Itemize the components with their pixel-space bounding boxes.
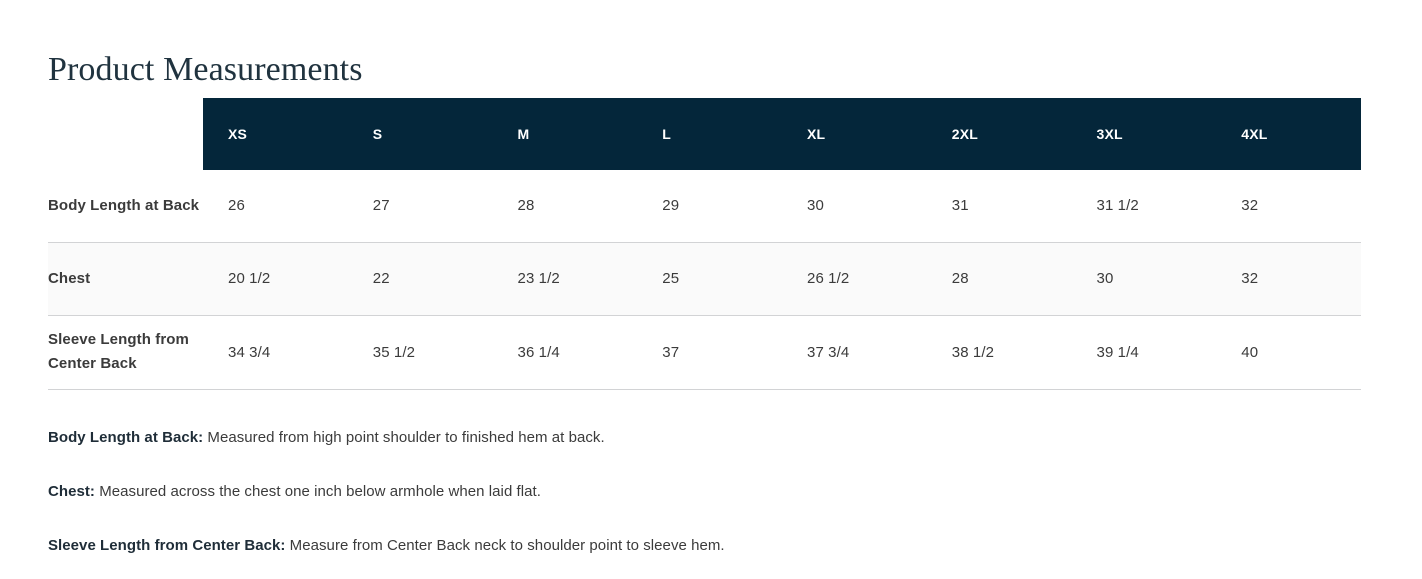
table-cell: 28 xyxy=(927,242,1072,315)
table-header-label: 3XL xyxy=(1096,126,1123,142)
table-row: Body Length at Back 26 27 28 29 30 31 31… xyxy=(48,170,1361,242)
table-cell: 29 xyxy=(637,170,782,242)
table-cell: 25 xyxy=(637,242,782,315)
cell-value: 40 xyxy=(1241,343,1259,361)
note-chest: Chest: Measured across the chest one inc… xyxy=(48,481,1368,503)
table-cell: 23 1/2 xyxy=(493,242,638,315)
table-cell: 26 1/2 xyxy=(782,242,927,315)
cell-value: 34 3/4 xyxy=(228,343,271,361)
table-header: XS S M L XL 2XL 3XL 4XL xyxy=(48,98,1361,170)
table-cell: 38 1/2 xyxy=(927,315,1072,389)
note-body-length: Body Length at Back: Measured from high … xyxy=(48,427,1368,449)
note-term: Sleeve Length from Center Back: xyxy=(48,537,286,554)
table-header-label: XL xyxy=(807,126,826,142)
table-header-label: XS xyxy=(228,126,248,142)
cell-value: 39 1/4 xyxy=(1096,343,1139,361)
cell-value: 37 3/4 xyxy=(807,343,850,361)
table-header-label: S xyxy=(372,126,383,142)
cell-value: 36 1/4 xyxy=(517,343,560,361)
table-cell: 39 1/4 xyxy=(1072,315,1217,389)
table-cell: 37 xyxy=(637,315,782,389)
row-label-sleeve-length: Sleeve Length from Center Back xyxy=(48,331,189,372)
table-header-size-4xl: 4XL xyxy=(1216,98,1361,170)
row-label-body-length: Body Length at Back xyxy=(48,196,200,214)
table-cell: 35 1/2 xyxy=(348,315,493,389)
table-cell: 32 xyxy=(1216,170,1361,242)
table-header-size-s: S xyxy=(347,98,493,170)
measurements-table: XS S M L XL 2XL 3XL 4XL Body Length at B… xyxy=(48,98,1361,390)
table-cell: 40 xyxy=(1216,315,1361,389)
table-cell: 28 xyxy=(493,170,638,242)
cell-value: 30 xyxy=(1096,270,1114,287)
table-header-size-xl: XL xyxy=(782,98,927,170)
table-cell: 27 xyxy=(348,170,493,242)
table-cell: 31 xyxy=(927,170,1072,242)
table-header-label: M xyxy=(517,126,530,142)
cell-value: 22 xyxy=(372,270,390,287)
table-row: Chest 20 1/2 22 23 1/2 25 26 1/2 28 30 3… xyxy=(48,242,1361,315)
cell-value: 38 1/2 xyxy=(951,343,995,361)
cell-value: 25 xyxy=(662,270,680,287)
cell-value: 20 1/2 xyxy=(228,270,271,287)
note-sleeve-length: Sleeve Length from Center Back: Measure … xyxy=(48,535,1368,557)
table-header-label: 4XL xyxy=(1241,126,1268,142)
cell-value: 31 1/2 xyxy=(1096,197,1139,215)
table-header-label: L xyxy=(662,126,672,142)
table-header-size-xs: XS xyxy=(203,98,348,170)
cell-value: 32 xyxy=(1241,197,1259,215)
cell-value: 26 1/2 xyxy=(807,270,850,287)
row-label-chest: Chest xyxy=(48,269,91,287)
table-cell: 31 1/2 xyxy=(1072,170,1217,242)
table-header-size-l: L xyxy=(637,98,782,170)
cell-value: 26 xyxy=(228,197,245,215)
cell-value: 30 xyxy=(807,197,824,215)
table-row: Sleeve Length from Center Back 34 3/4 35… xyxy=(48,315,1361,389)
table-cell: 20 1/2 xyxy=(203,242,348,315)
table-cell: 36 1/4 xyxy=(493,315,638,389)
table-header-size-2xl: 2XL xyxy=(926,98,1072,170)
cell-value: 35 1/2 xyxy=(372,343,416,361)
cell-value: 23 1/2 xyxy=(517,270,560,287)
table-header-label: 2XL xyxy=(951,126,979,142)
table-cell: 32 xyxy=(1216,242,1361,315)
table-header-size-m: M xyxy=(492,98,638,170)
page-title: Product Measurements xyxy=(48,50,363,88)
table-header-size-3xl: 3XL xyxy=(1071,98,1217,170)
table-body: Body Length at Back 26 27 28 29 30 31 31… xyxy=(48,170,1361,389)
table-header-row: XS S M L XL 2XL 3XL 4XL xyxy=(48,98,1361,170)
note-text: Measured across the chest one inch below… xyxy=(94,483,541,500)
table-cell: 26 xyxy=(203,170,348,242)
table-cell: 30 xyxy=(782,170,927,242)
cell-value: 32 xyxy=(1241,270,1259,287)
table-cell: 37 3/4 xyxy=(782,315,927,389)
cell-value: 29 xyxy=(662,197,680,215)
table-cell: 34 3/4 xyxy=(203,315,348,389)
cell-value: 37 xyxy=(662,343,680,361)
cell-value: 27 xyxy=(372,197,390,215)
measurement-notes: Body Length at Back: Measured from high … xyxy=(48,412,1368,557)
note-text: Measure from Center Back neck to shoulde… xyxy=(285,537,725,554)
note-text: Measured from high point shoulder to fin… xyxy=(203,429,605,446)
cell-value: 31 xyxy=(951,197,969,215)
table-header-corner xyxy=(48,98,203,170)
cell-value: 28 xyxy=(517,197,535,215)
table-cell: 30 xyxy=(1072,242,1217,315)
table-cell: 22 xyxy=(348,242,493,315)
note-term: Body Length at Back: xyxy=(48,429,204,446)
note-term: Chest: xyxy=(48,483,95,500)
cell-value: 28 xyxy=(951,270,969,287)
